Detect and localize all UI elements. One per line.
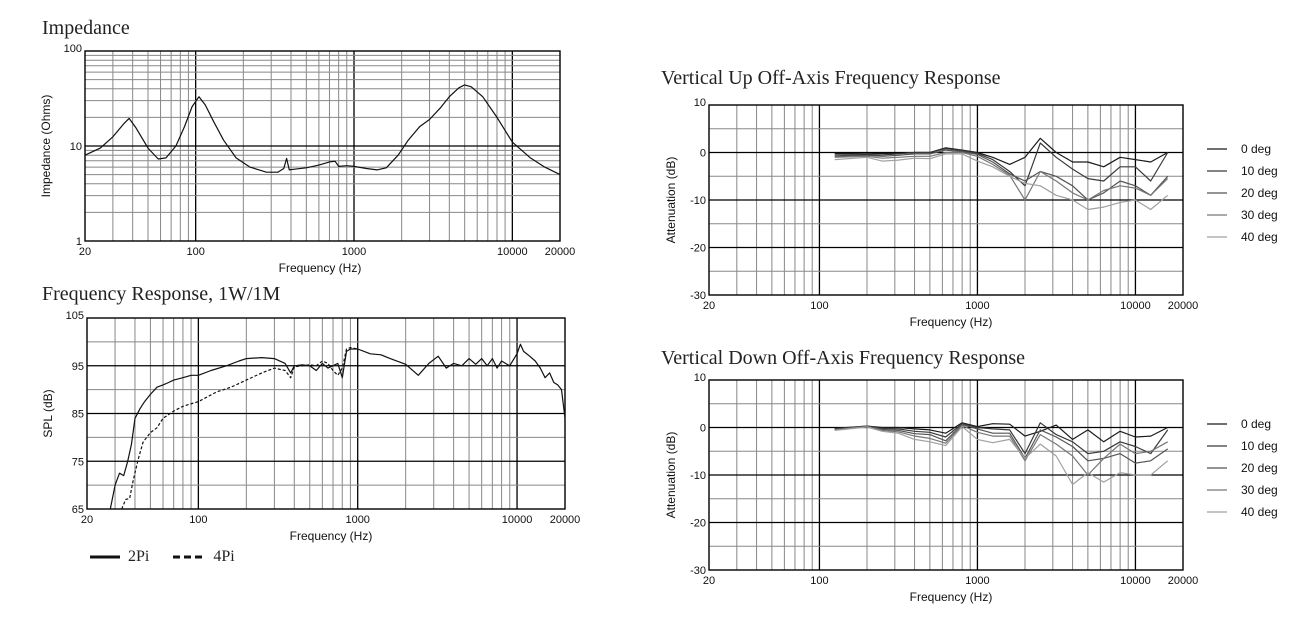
legend-label: 10 deg [1241, 164, 1278, 178]
y-tick-label: 0 [700, 148, 706, 160]
y-tick-label: -30 [690, 565, 706, 577]
x-tick-label: 1000 [342, 246, 366, 258]
y-tick-label: 100 [64, 43, 82, 55]
y-tick-label: -20 [690, 518, 706, 530]
legend-label: 20 deg [1241, 186, 1278, 200]
y-tick-label: -20 [690, 243, 706, 255]
series-line [84, 84, 561, 176]
x-tick-label: 1000 [345, 514, 369, 526]
spl-plot: 20 100 1000 10000 20000 65 75 85 95 105 Frequency … [41, 310, 580, 543]
y-tick-label: 10 [694, 372, 706, 384]
y-tick-label: 85 [72, 409, 84, 421]
vertical-down-plot: 20 100 1000 10000 20000 -30 -20 -10 0 10 Frequency… [664, 372, 1278, 604]
y-tick-label: 95 [72, 361, 84, 373]
x-tick-label: 20 [81, 514, 93, 526]
vertical-up-plot: 20 100 1000 10000 20000 -30 -20 -10 0 10 Frequency… [664, 97, 1278, 329]
series-line [834, 424, 1169, 464]
legend-label: 40 deg [1241, 230, 1278, 244]
x-tick-label: 100 [810, 575, 828, 587]
y-tick-label: -10 [690, 470, 706, 482]
x-axis-label: Frequency (Hz) [279, 261, 362, 275]
dashed-line-swatch-icon [173, 555, 206, 559]
series-line [834, 422, 1168, 443]
legend-label: 0 deg [1241, 417, 1271, 431]
y-tick-label: 10 [694, 97, 706, 109]
x-tick-label: 20 [79, 246, 91, 258]
y-axis-label: SPL (dB) [41, 389, 55, 437]
series-line [834, 151, 1169, 201]
x-tick-label: 100 [810, 300, 828, 312]
x-tick-label: 10000 [1120, 300, 1151, 312]
series-line [834, 422, 1169, 455]
x-tick-label: 1000 [965, 575, 989, 587]
series-line [121, 347, 358, 510]
legend-label-2pi: 2Pi [128, 548, 150, 565]
legend-label: 30 deg [1241, 208, 1278, 222]
y-tick-label: 10 [70, 141, 82, 153]
series-line [834, 142, 1169, 187]
series-line [834, 149, 1169, 201]
series-line [834, 426, 1169, 486]
x-tick-label: 20000 [550, 514, 581, 526]
vertical-up-title: Vertical Up Off-Axis Frequency Response [661, 67, 1001, 89]
series-line [834, 153, 1169, 211]
x-tick-label: 20000 [1168, 300, 1199, 312]
series-line [834, 425, 1168, 476]
y-tick-label: 1 [76, 236, 82, 248]
x-tick-label: 10000 [497, 246, 528, 258]
legend-label: 40 deg [1241, 505, 1278, 519]
x-tick-label: 1000 [965, 300, 989, 312]
impedance-title: Impedance [42, 17, 130, 39]
x-tick-label: 20 [703, 300, 715, 312]
x-tick-label: 20000 [545, 246, 576, 258]
solid-line-swatch-icon [90, 555, 120, 559]
y-tick-label: -30 [690, 290, 706, 302]
legend-label-4pi: 4Pi [213, 548, 235, 565]
y-tick-label: 75 [72, 456, 84, 468]
spl-title: Frequency Response, 1W/1M [42, 283, 281, 305]
x-tick-label: 20 [703, 575, 715, 587]
x-tick-label: 100 [189, 514, 207, 526]
x-tick-label: 10000 [1120, 575, 1151, 587]
legend-label: 0 deg [1241, 142, 1271, 156]
impedance-plot: 20 100 1000 10000 20000 1 10 100 Frequency (Hz) I… [39, 43, 575, 275]
vertical-down-title: Vertical Down Off-Axis Frequency Respons… [661, 347, 1025, 369]
x-tick-label: 20000 [1168, 575, 1199, 587]
series-line [109, 343, 566, 510]
x-tick-label: 100 [186, 246, 204, 258]
x-axis-label: Frequency (Hz) [290, 529, 373, 543]
y-axis-label: Attenuation (dB) [664, 432, 678, 519]
y-tick-label: 105 [66, 310, 84, 322]
x-axis-label: Frequency (Hz) [910, 590, 993, 604]
y-tick-label: 65 [72, 504, 84, 516]
spl-legend: 2Pi 4Pi [90, 548, 235, 566]
y-tick-label: 0 [700, 423, 706, 435]
x-tick-label: 10000 [502, 514, 533, 526]
legend-label: 20 deg [1241, 461, 1278, 475]
y-tick-label: -10 [690, 195, 706, 207]
legend-label: 10 deg [1241, 439, 1278, 453]
y-axis-label: Attenuation (dB) [664, 157, 678, 244]
legend-label: 30 deg [1241, 483, 1278, 497]
x-axis-label: Frequency (Hz) [910, 315, 993, 329]
y-axis-label: Impedance (Ohms) [39, 95, 53, 198]
